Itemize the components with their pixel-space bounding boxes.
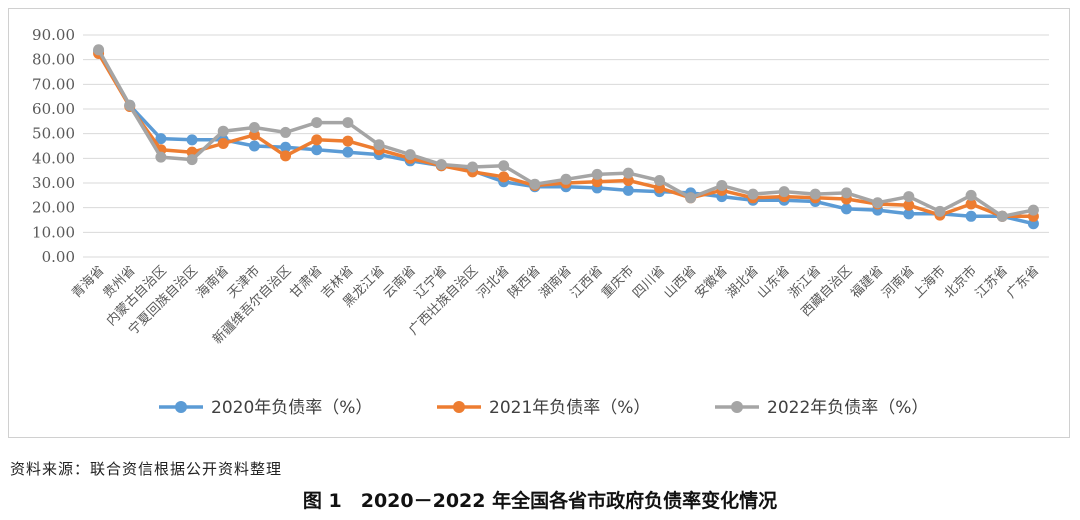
data-point [903, 208, 915, 220]
data-point [653, 175, 665, 187]
x-tick-label: 湖北省 [724, 263, 762, 301]
data-point [778, 186, 790, 198]
y-tick-label: 80.00 [32, 51, 75, 69]
legend-marker [453, 401, 465, 413]
data-point [280, 150, 292, 162]
data-point [404, 149, 416, 161]
x-tick-label: 广东省 [1004, 263, 1042, 301]
data-point [965, 189, 977, 201]
data-point [373, 139, 385, 151]
data-point [311, 117, 323, 129]
y-tick-label: 0.00 [42, 248, 75, 266]
x-tick-label: 湖南省 [536, 263, 575, 302]
y-tick-label: 70.00 [32, 75, 75, 93]
legend-marker [175, 401, 187, 413]
x-tick-label: 上海市 [910, 263, 949, 302]
data-point [93, 44, 105, 56]
figure-caption: 图 1 2020－2022 年全国各省市政府负债率变化情况 [302, 490, 778, 512]
data-point [809, 188, 821, 200]
data-point [186, 134, 198, 146]
x-tick-label: 云南省 [380, 263, 419, 302]
y-tick-label: 90.00 [32, 26, 75, 44]
data-point [467, 161, 479, 173]
data-point [716, 179, 728, 191]
data-point [934, 205, 946, 217]
x-tick-label: 甘肃省 [287, 263, 325, 301]
y-tick-label: 40.00 [32, 149, 75, 167]
data-point [529, 178, 541, 190]
x-tick-label: 河北省 [474, 263, 512, 301]
y-tick-label: 50.00 [32, 125, 75, 143]
chart-frame: 0.00 10.00 20.00 30.00 40.00 50.00 60.00 70.00 8… [8, 8, 1070, 438]
data-point [280, 126, 292, 138]
x-tick-label: 山西省 [661, 263, 699, 301]
x-tick-label: 北京市 [941, 263, 980, 302]
data-point [996, 210, 1008, 222]
y-tick-label: 60.00 [32, 100, 75, 118]
data-point [342, 146, 354, 158]
series-line-1 [97, 50, 1034, 226]
data-point [311, 144, 323, 156]
x-tick-label: 四川省 [630, 263, 668, 301]
data-point [342, 135, 354, 147]
x-tick-label: 江苏省 [972, 263, 1011, 302]
data-point [872, 197, 884, 209]
data-point [747, 188, 759, 200]
data-point [498, 160, 510, 172]
x-tick-label: 福建省 [848, 263, 886, 301]
data-point [903, 199, 915, 211]
x-tick-label: 山东省 [755, 263, 793, 301]
legend-marker [731, 401, 743, 413]
data-point [840, 187, 852, 199]
y-tick-label: 30.00 [32, 174, 75, 192]
data-point [498, 171, 510, 183]
data-point [840, 203, 852, 215]
data-point [622, 167, 634, 179]
data-point [217, 138, 229, 150]
legend-label: 2021年负债率（%） [489, 398, 650, 418]
x-tick-label: 青海省 [69, 263, 107, 301]
data-point [280, 141, 292, 153]
data-point [903, 191, 915, 203]
data-point [155, 133, 167, 145]
y-tick-label: 20.00 [32, 199, 75, 217]
y-tick-label: 10.00 [32, 223, 75, 241]
x-tick-label: 安徽省 [692, 263, 730, 301]
x-tick-label: 陕西省 [505, 263, 543, 301]
x-tick-label: 重庆市 [598, 263, 637, 302]
data-point [342, 117, 354, 129]
data-point [591, 168, 603, 180]
data-point [685, 192, 697, 204]
x-tick-label: 海南省 [193, 263, 232, 302]
data-point [248, 140, 260, 152]
data-point [217, 125, 229, 137]
data-point [311, 134, 323, 146]
data-point [965, 198, 977, 210]
data-point [186, 154, 198, 166]
legend-label: 2020年负债率（%） [211, 398, 372, 418]
source-note: 资料来源：联合资信根据公开资料整理 [10, 460, 283, 478]
data-point [965, 210, 977, 222]
x-tick-label: 河南省 [879, 263, 918, 302]
data-point [1027, 204, 1039, 216]
x-tick-label: 江西省 [568, 263, 606, 301]
data-point [124, 99, 136, 111]
data-point [155, 151, 167, 163]
data-point [560, 173, 572, 185]
data-point [622, 184, 634, 196]
legend-label: 2022年负债率（%） [767, 398, 928, 418]
line-chart: 0.00 10.00 20.00 30.00 40.00 50.00 60.00 70.00 8… [32, 26, 1049, 418]
data-point [435, 159, 447, 170]
data-point [248, 122, 260, 133]
